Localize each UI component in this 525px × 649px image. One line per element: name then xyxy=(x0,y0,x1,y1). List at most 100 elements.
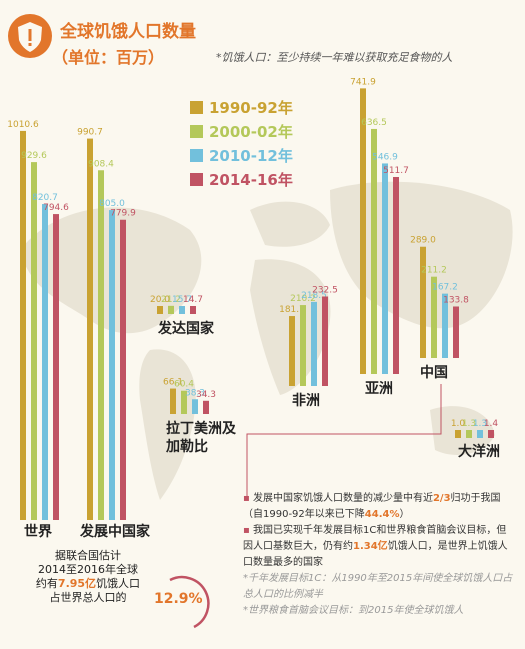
alert-shield-icon xyxy=(18,22,42,52)
bar-value-label: 15.7 xyxy=(172,295,192,305)
legend-item: 2014-16年 xyxy=(190,169,293,190)
bar-value-label: 14.7 xyxy=(183,295,203,305)
bar xyxy=(393,176,399,374)
bar-value-label: 741.9 xyxy=(350,77,376,87)
note-line: 占世界总人口的 xyxy=(49,591,127,604)
note-line: 据联合国估计 xyxy=(55,549,121,562)
bar-value-label: 20.0 xyxy=(150,295,170,305)
legend-label: 2000-02年 xyxy=(209,123,293,141)
legend-label: 1990-92年 xyxy=(209,99,293,117)
bar-value-label: 232.5 xyxy=(312,285,338,295)
note-line: 2014至2016年全球 xyxy=(38,563,138,576)
bar-value-label: 167.2 xyxy=(432,283,458,293)
bar-value-label: 38.3 xyxy=(185,388,205,398)
bar xyxy=(192,399,198,414)
bar-value-label: 34.3 xyxy=(196,390,216,400)
bar xyxy=(98,170,104,521)
bar-value-label: 181.7 xyxy=(279,305,305,315)
legend-swatch xyxy=(190,125,203,138)
region-label: 世界 xyxy=(24,524,52,540)
bar-value-label: 1.3 xyxy=(473,419,487,429)
note-line: 约有7.95亿饥饿人口 xyxy=(35,577,141,590)
bar xyxy=(87,138,93,520)
bar-value-label: 210.2 xyxy=(290,294,316,304)
bar-value-label: 805.0 xyxy=(99,199,125,209)
bar xyxy=(190,306,196,314)
bar-value-label: 1010.6 xyxy=(7,120,39,130)
bar xyxy=(289,316,295,386)
bar xyxy=(455,430,461,438)
bar xyxy=(322,296,328,386)
note-bullet-1: ▪ 发展中国家饥饿人口数量的减少量中有近2/3归功于我国（自1990-92年以来… xyxy=(243,493,501,520)
region-label: 亚洲 xyxy=(365,381,393,397)
bar-value-label: 1.3 xyxy=(462,419,476,429)
legend-label: 2010-12年 xyxy=(209,147,293,165)
bar-value-label: 133.8 xyxy=(443,295,469,305)
bar xyxy=(42,204,48,520)
region-label: 大洋洲 xyxy=(458,444,500,460)
bar xyxy=(203,400,209,414)
percent-value: 12.9% xyxy=(154,591,203,607)
bar xyxy=(109,210,115,520)
region-label: 非洲 xyxy=(292,393,320,409)
bar-value-label: 929.6 xyxy=(21,151,47,161)
bar xyxy=(382,163,388,374)
bar-value-label: 908.4 xyxy=(88,159,114,169)
bar xyxy=(20,130,26,520)
bar xyxy=(360,88,366,374)
bar xyxy=(311,301,317,386)
bar xyxy=(179,306,185,314)
bar xyxy=(431,276,437,358)
bar xyxy=(371,128,377,374)
bar-value-label: 21.2 xyxy=(161,295,181,305)
bar-value-label: 1.0 xyxy=(451,419,466,429)
bar xyxy=(453,306,459,358)
legend-swatch xyxy=(190,173,203,186)
note-bullet-2: ▪ 我国已实现千年发展目标1C和世界粮食首脑会议目标，但因人口基数巨大，仍有约1… xyxy=(243,525,508,568)
bar-value-label: 1.4 xyxy=(484,419,499,429)
bar xyxy=(466,430,472,438)
bar xyxy=(120,219,126,520)
legend-item: 1990-92年 xyxy=(190,97,293,118)
region-label: 中国 xyxy=(420,365,448,381)
legend-item: 2010-12年 xyxy=(190,145,293,166)
percent-arc-icon xyxy=(169,575,210,629)
region-label: 发达国家 xyxy=(158,321,214,337)
bar xyxy=(420,246,426,358)
bar-value-label: 779.9 xyxy=(110,209,136,219)
bar xyxy=(168,305,174,314)
bar xyxy=(170,388,176,414)
definition-note: *饥饿人口：至少持续一年难以获取充足食物的人 xyxy=(216,51,453,64)
page-title: 全球饥饿人口数量 xyxy=(60,22,196,42)
bar xyxy=(477,430,483,438)
bar-value-label: 60.4 xyxy=(174,380,194,390)
bar-value-label: 218.5 xyxy=(301,291,327,301)
legend-swatch xyxy=(190,149,203,162)
bar-value-label: 211.2 xyxy=(421,266,447,276)
global-estimate-note: 据联合国估计 2014至2016年全球 约有7.95亿饥饿人口 占世界总人口的 xyxy=(18,549,158,605)
legend-item: 2000-02年 xyxy=(190,121,293,142)
region-label: 拉丁美洲及加勒比 xyxy=(166,421,236,455)
legend-swatch xyxy=(190,101,203,114)
bar-value-label: 66.1 xyxy=(163,378,183,388)
bar xyxy=(157,306,163,314)
legend-label: 2014-16年 xyxy=(209,171,293,189)
legend: 1990-92年 2000-02年 2010-12年 2014-16年 xyxy=(190,97,293,190)
bar xyxy=(300,305,306,386)
china-note: ▪ 发展中国家饥饿人口数量的减少量中有近2/3归功于我国（自1990-92年以来… xyxy=(243,491,513,619)
header-badge xyxy=(8,14,52,58)
unit-label: （单位：百万） xyxy=(52,48,165,67)
bar-value-label: 794.6 xyxy=(43,203,69,213)
bar xyxy=(31,162,37,520)
bar-value-label: 511.7 xyxy=(383,166,409,176)
bar xyxy=(488,430,494,438)
bar xyxy=(442,293,448,358)
bar-value-label: 289.0 xyxy=(410,236,436,246)
footnote-summit: *世界粮食首脑会议目标：到2015年使全球饥饿人 xyxy=(243,605,464,616)
bar-value-label: 820.7 xyxy=(32,193,58,203)
bar-value-label: 546.9 xyxy=(372,152,398,162)
footnote-mdg: *千年发展目标1C：从1990年至2015年间使全球饥饿人口占总人口的比例减半 xyxy=(243,573,513,600)
bar-value-label: 990.7 xyxy=(77,128,103,138)
